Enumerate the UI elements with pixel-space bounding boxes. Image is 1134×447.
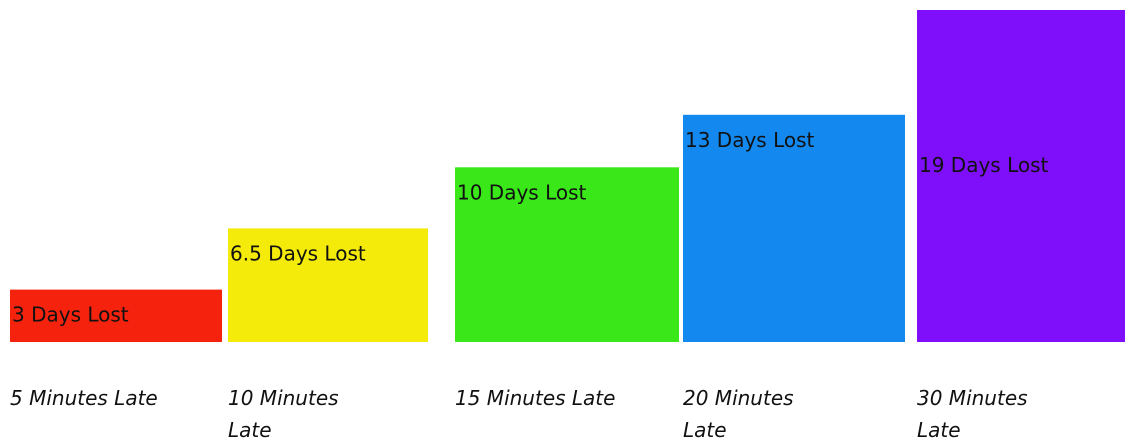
data-label-4: 13 Days Lost xyxy=(685,128,815,152)
data-label-3: 10 Days Lost xyxy=(457,180,587,204)
data-label-5: 19 Days Lost xyxy=(919,153,1049,177)
category-label-2: 10 Minutes Late xyxy=(228,386,339,442)
bar-2 xyxy=(228,228,428,342)
category-label-4: 20 Minutes Late xyxy=(683,386,794,442)
data-label-1: 3 Days Lost xyxy=(12,303,129,327)
data-label-2: 6.5 Days Lost xyxy=(230,241,366,265)
bar-4 xyxy=(683,114,905,342)
category-label-1: 5 Minutes Late xyxy=(10,386,158,410)
category-label-5: 30 Minutes Late xyxy=(917,386,1028,442)
bar-5 xyxy=(917,10,1125,342)
bar-1 xyxy=(10,289,222,342)
category-label-3: 15 Minutes Late xyxy=(455,386,615,410)
bar-3 xyxy=(455,167,679,342)
